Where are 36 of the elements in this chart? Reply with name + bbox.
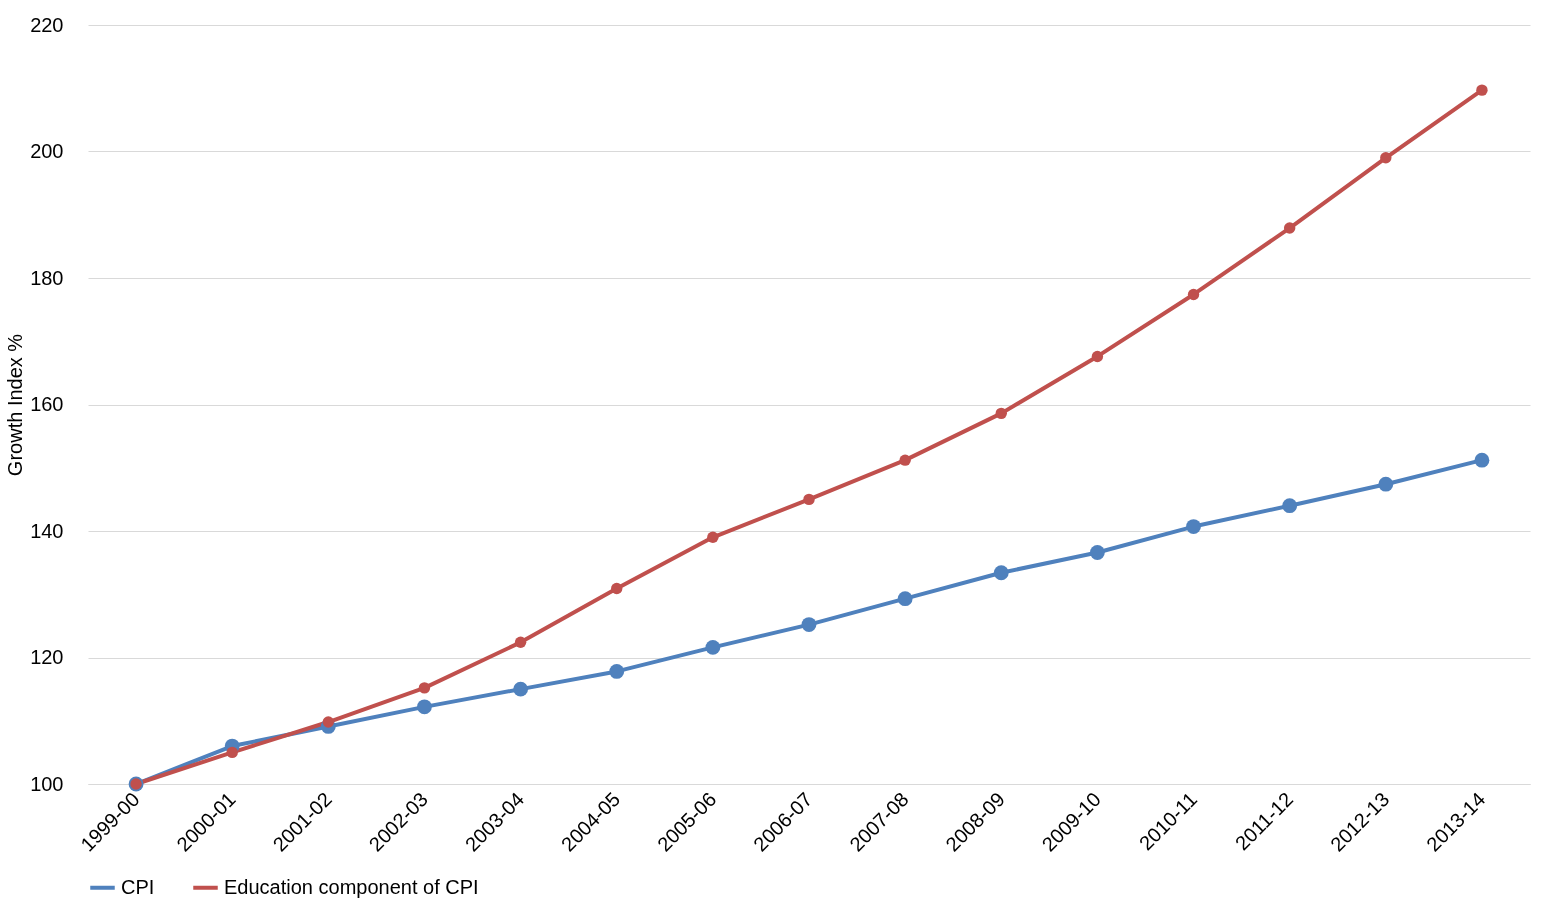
point (1091, 350, 1104, 363)
legend-label: CPI (121, 875, 155, 898)
y-tick-label: 140 (30, 519, 64, 542)
point (803, 493, 815, 506)
point (513, 681, 529, 697)
point (1187, 288, 1200, 301)
point (322, 716, 335, 728)
point (514, 636, 527, 649)
point (995, 407, 1007, 420)
y-tick-label: 220 (30, 13, 64, 36)
point (1282, 498, 1298, 514)
point (1378, 476, 1394, 492)
point (417, 699, 432, 715)
point (1380, 152, 1392, 164)
point (418, 682, 431, 694)
point (1283, 222, 1296, 234)
y-tick-label: 100 (30, 772, 64, 795)
y-axis-title: Growth Index % (4, 333, 27, 477)
point (1089, 545, 1105, 560)
point (801, 617, 817, 633)
point (1474, 452, 1490, 468)
point (899, 454, 911, 466)
point (1186, 519, 1201, 534)
point (609, 664, 625, 679)
point (705, 639, 721, 655)
y-tick-label: 120 (30, 646, 64, 668)
point (1476, 84, 1488, 96)
point (897, 591, 913, 607)
y-tick-label: 200 (30, 140, 64, 162)
y-tick-label: 180 (30, 266, 64, 289)
legend-label: Education component of CPI (224, 875, 479, 898)
point (611, 582, 623, 595)
point (707, 531, 719, 544)
y-tick-label: 160 (30, 393, 64, 415)
point (993, 565, 1009, 581)
point (226, 746, 238, 759)
